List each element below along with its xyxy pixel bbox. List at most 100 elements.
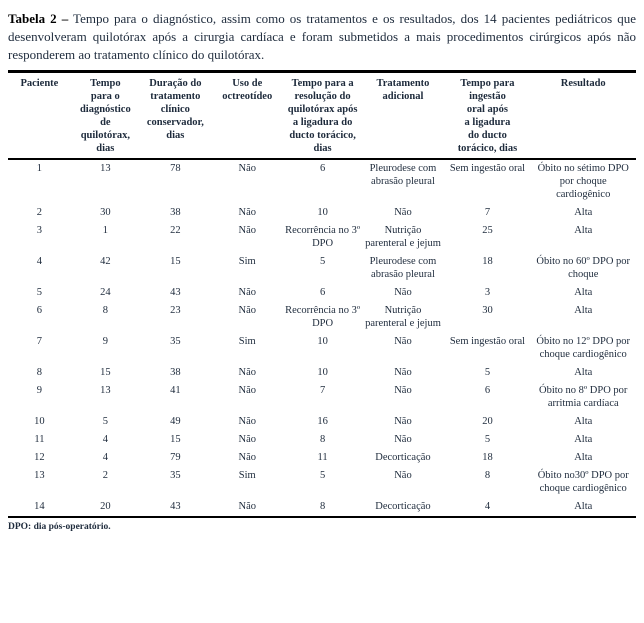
column-header: Uso de octreotídeo (222, 78, 273, 102)
table-cell: 5 (484, 367, 491, 378)
table-cell: 6 (36, 305, 43, 316)
table-row: 6 8 23 Não Recorrência no 3º DPO Nutrição par… (8, 302, 636, 333)
table-cell: Não (238, 501, 257, 512)
table-cell: 5 (319, 470, 326, 481)
table-cell: 13 (34, 470, 45, 481)
table-cell: 7 (484, 207, 491, 218)
table-cell: 15 (100, 367, 111, 378)
table-cell: 10 (34, 416, 45, 427)
table-cell: Alta (574, 501, 593, 512)
table-footnote: DPO: dia pós-operatório. (8, 522, 111, 532)
table-cell: Não (238, 367, 257, 378)
column-header: Tempo para o diagnóstico de quilotórax, … (79, 78, 131, 154)
table-cell: Decorticação (375, 501, 431, 512)
table-cell: 25 (482, 225, 493, 236)
table-cell: 6 (484, 385, 491, 396)
table-cell: 15 (170, 434, 181, 445)
table-cell: 4 (484, 501, 491, 512)
table-cell: 5 (319, 256, 326, 267)
table-cell: 10 (317, 336, 328, 347)
table-cell: 24 (100, 287, 111, 298)
table-cell: Alta (574, 434, 593, 445)
table-cell: 15 (170, 256, 181, 267)
table-cell: 30 (100, 207, 111, 218)
column-header: Resultado (560, 78, 606, 89)
table-cell: 8 (484, 470, 491, 481)
table-row: 10 5 49 Não 16 Não 20 Alta (8, 413, 636, 431)
table-row: 9 13 41 Não 7 Não 6 Óbito no 8º DPO por arritmi… (8, 382, 636, 413)
table-caption: Tabela 2 – Tempo para o diagnóstico, ass… (8, 10, 636, 64)
table-cell: Sem ingestão oral (449, 336, 526, 347)
table-cell: 6 (319, 287, 326, 298)
table-cell: 1 (36, 163, 43, 174)
table-cell: 6 (319, 163, 326, 174)
table-cell: Sim (238, 256, 256, 267)
table-cell: 10 (317, 207, 328, 218)
table-cell: 11 (317, 452, 328, 463)
table-cell: Não (394, 470, 412, 481)
table-cell: 20 (482, 416, 493, 427)
table-cell: 38 (170, 207, 181, 218)
table-cell: Óbito no 60º DPO por choque (536, 256, 631, 280)
table-cell: Alta (574, 416, 593, 427)
table-body: 1 13 78 Não 6 Pleurodese com abrasão pleural S… (8, 159, 636, 517)
table-row: 5 24 43 Não 6 Não 3 Alta (8, 284, 636, 302)
table-cell: Não (394, 287, 412, 298)
table-cell: 9 (36, 385, 43, 396)
column-header: Duração do tratamento clínico conservado… (146, 78, 204, 141)
table-caption-text: Tempo para o diagnóstico, assim como os … (8, 11, 637, 62)
table-row: 13 2 35 Sim 5 Não 8 Óbito no30º DPO por choque … (8, 467, 636, 498)
table-cell: 78 (170, 163, 181, 174)
table-cell: 4 (36, 256, 43, 267)
table-cell: Alta (574, 287, 593, 298)
table-cell: 23 (170, 305, 181, 316)
table-cell: 7 (319, 385, 326, 396)
table-cell: 43 (170, 501, 181, 512)
table-cell: 9 (102, 336, 108, 347)
table-cell: Não (238, 207, 257, 218)
table-cell: 14 (34, 501, 45, 512)
table-cell: Não (394, 367, 412, 378)
table-cell: Não (238, 305, 257, 316)
table-cell: Não (238, 385, 257, 396)
table-cell: Não (238, 434, 257, 445)
table-cell: Não (394, 336, 412, 347)
table-cell: Óbito no 12º DPO por choque cardiogênico (536, 336, 631, 360)
table-cell: Pleurodese com abrasão pleural (369, 256, 437, 280)
table-cell: Não (238, 287, 257, 298)
table-cell: Nutrição parenteral e jejum (365, 305, 441, 329)
table-cell: Decorticação (375, 452, 431, 463)
table-row: 2 30 38 Não 10 Não 7 Alta (8, 204, 636, 222)
table-cell: 42 (100, 256, 111, 267)
table-cell: Não (394, 434, 412, 445)
table-cell: Sim (238, 336, 256, 347)
table-header: Paciente Tempo para o diagnóstico de quil… (8, 72, 636, 159)
table-row: 7 9 35 Sim 10 Não Sem ingestão oral Óbito no 12… (8, 333, 636, 364)
table-cell: Alta (574, 367, 593, 378)
table-cell: 8 (319, 434, 326, 445)
table-cell: 1 (102, 225, 108, 236)
table-cell: 8 (36, 367, 43, 378)
table-cell: Não (394, 207, 412, 218)
table-cell: 35 (170, 336, 181, 347)
table-cell: 79 (170, 452, 181, 463)
table-cell: Não (394, 385, 412, 396)
table-cell: Alta (574, 452, 593, 463)
table-cell: 4 (102, 434, 108, 445)
table-cell: 13 (100, 163, 111, 174)
column-header: Tratamento adicional (376, 78, 430, 102)
table-cell: Alta (574, 225, 593, 236)
table-cell: 43 (170, 287, 181, 298)
table-cell: 5 (484, 434, 491, 445)
table-cell: Não (238, 416, 257, 427)
table-cell: 5 (102, 416, 108, 427)
table-cell: 3 (36, 225, 43, 236)
table-cell: 16 (317, 416, 328, 427)
table-row: 3 1 22 Não Recorrência no 3º DPO Nutrição par… (8, 222, 636, 253)
table-cell: Óbito no sétimo DPO por choque cardiogên… (537, 163, 629, 200)
table-cell: Sim (238, 470, 256, 481)
table-cell: Não (394, 416, 412, 427)
table-cell: Alta (574, 305, 593, 316)
table-row: 1 13 78 Não 6 Pleurodese com abrasão pleural S… (8, 159, 636, 204)
